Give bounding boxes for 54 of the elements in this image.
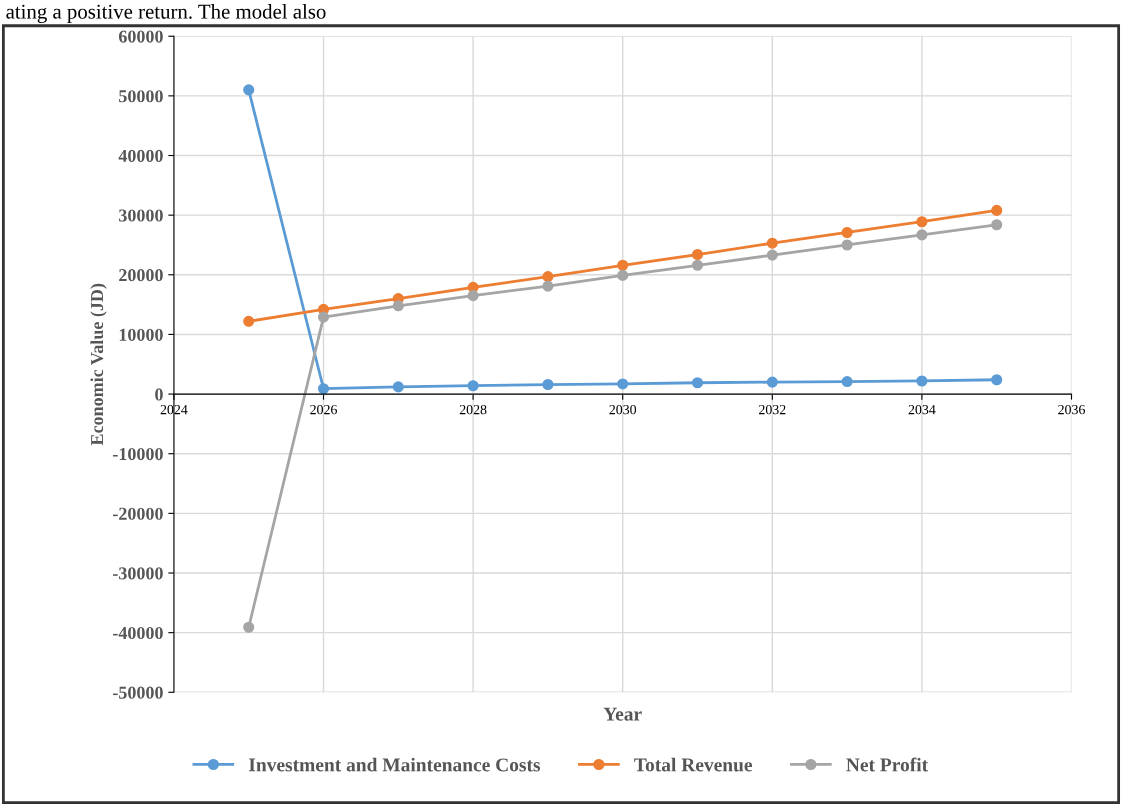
point (991, 374, 1003, 386)
point (243, 621, 255, 633)
y-tick-label: 10000 (119, 328, 163, 341)
y-tick-label: 0 (155, 388, 163, 401)
point (691, 248, 704, 261)
y-tick-label: 40000 (118, 149, 163, 162)
point (392, 300, 404, 312)
y-tick-label: 20000 (119, 269, 163, 282)
point (691, 259, 704, 271)
legend-label: Total Revenue (634, 757, 753, 772)
y-tick-label: -20000 (113, 507, 163, 520)
x-tick-label: 2026 (310, 404, 337, 415)
point (542, 280, 554, 292)
point (916, 375, 928, 387)
text: ating a positive return. The model also (6, 4, 326, 23)
point (991, 219, 1003, 231)
legend-label: Net Profit (846, 757, 929, 772)
point (243, 84, 255, 96)
x-tick-label: 2032 (759, 404, 786, 415)
x-tick-label: 2036 (1058, 404, 1085, 415)
y-tick-label: -10000 (113, 447, 163, 461)
point (617, 259, 629, 271)
point (841, 239, 853, 251)
point (841, 226, 853, 239)
point (691, 377, 704, 389)
x-tick-label: 2028 (459, 404, 487, 415)
point (991, 204, 1003, 216)
y-tick-label: 50000 (119, 90, 163, 103)
y-tick-label: 30000 (119, 209, 163, 222)
x-axis-title: Year (603, 707, 642, 721)
point (766, 237, 778, 249)
point (766, 249, 778, 261)
point (542, 271, 554, 283)
point (317, 383, 330, 395)
point (392, 381, 404, 393)
point (841, 376, 853, 388)
point (243, 315, 255, 327)
legend-label: Investment and Maintenance Costs (248, 757, 541, 772)
x-tick-label: 2030 (609, 404, 637, 415)
y-tick-label: -30000 (113, 567, 163, 580)
y-axis-title: Economic Value (JD) (90, 283, 107, 446)
point (617, 378, 629, 390)
x-tick-label: 2034 (908, 404, 936, 415)
y-tick-label: 60000 (118, 30, 163, 43)
point (916, 229, 928, 241)
point (467, 290, 479, 302)
point (916, 216, 928, 228)
y-tick-label: -40000 (113, 626, 163, 640)
point (766, 376, 778, 388)
point (467, 380, 479, 392)
point (542, 378, 554, 391)
point (317, 311, 330, 323)
y-tick-label: -50000 (113, 686, 163, 699)
point (617, 269, 629, 281)
